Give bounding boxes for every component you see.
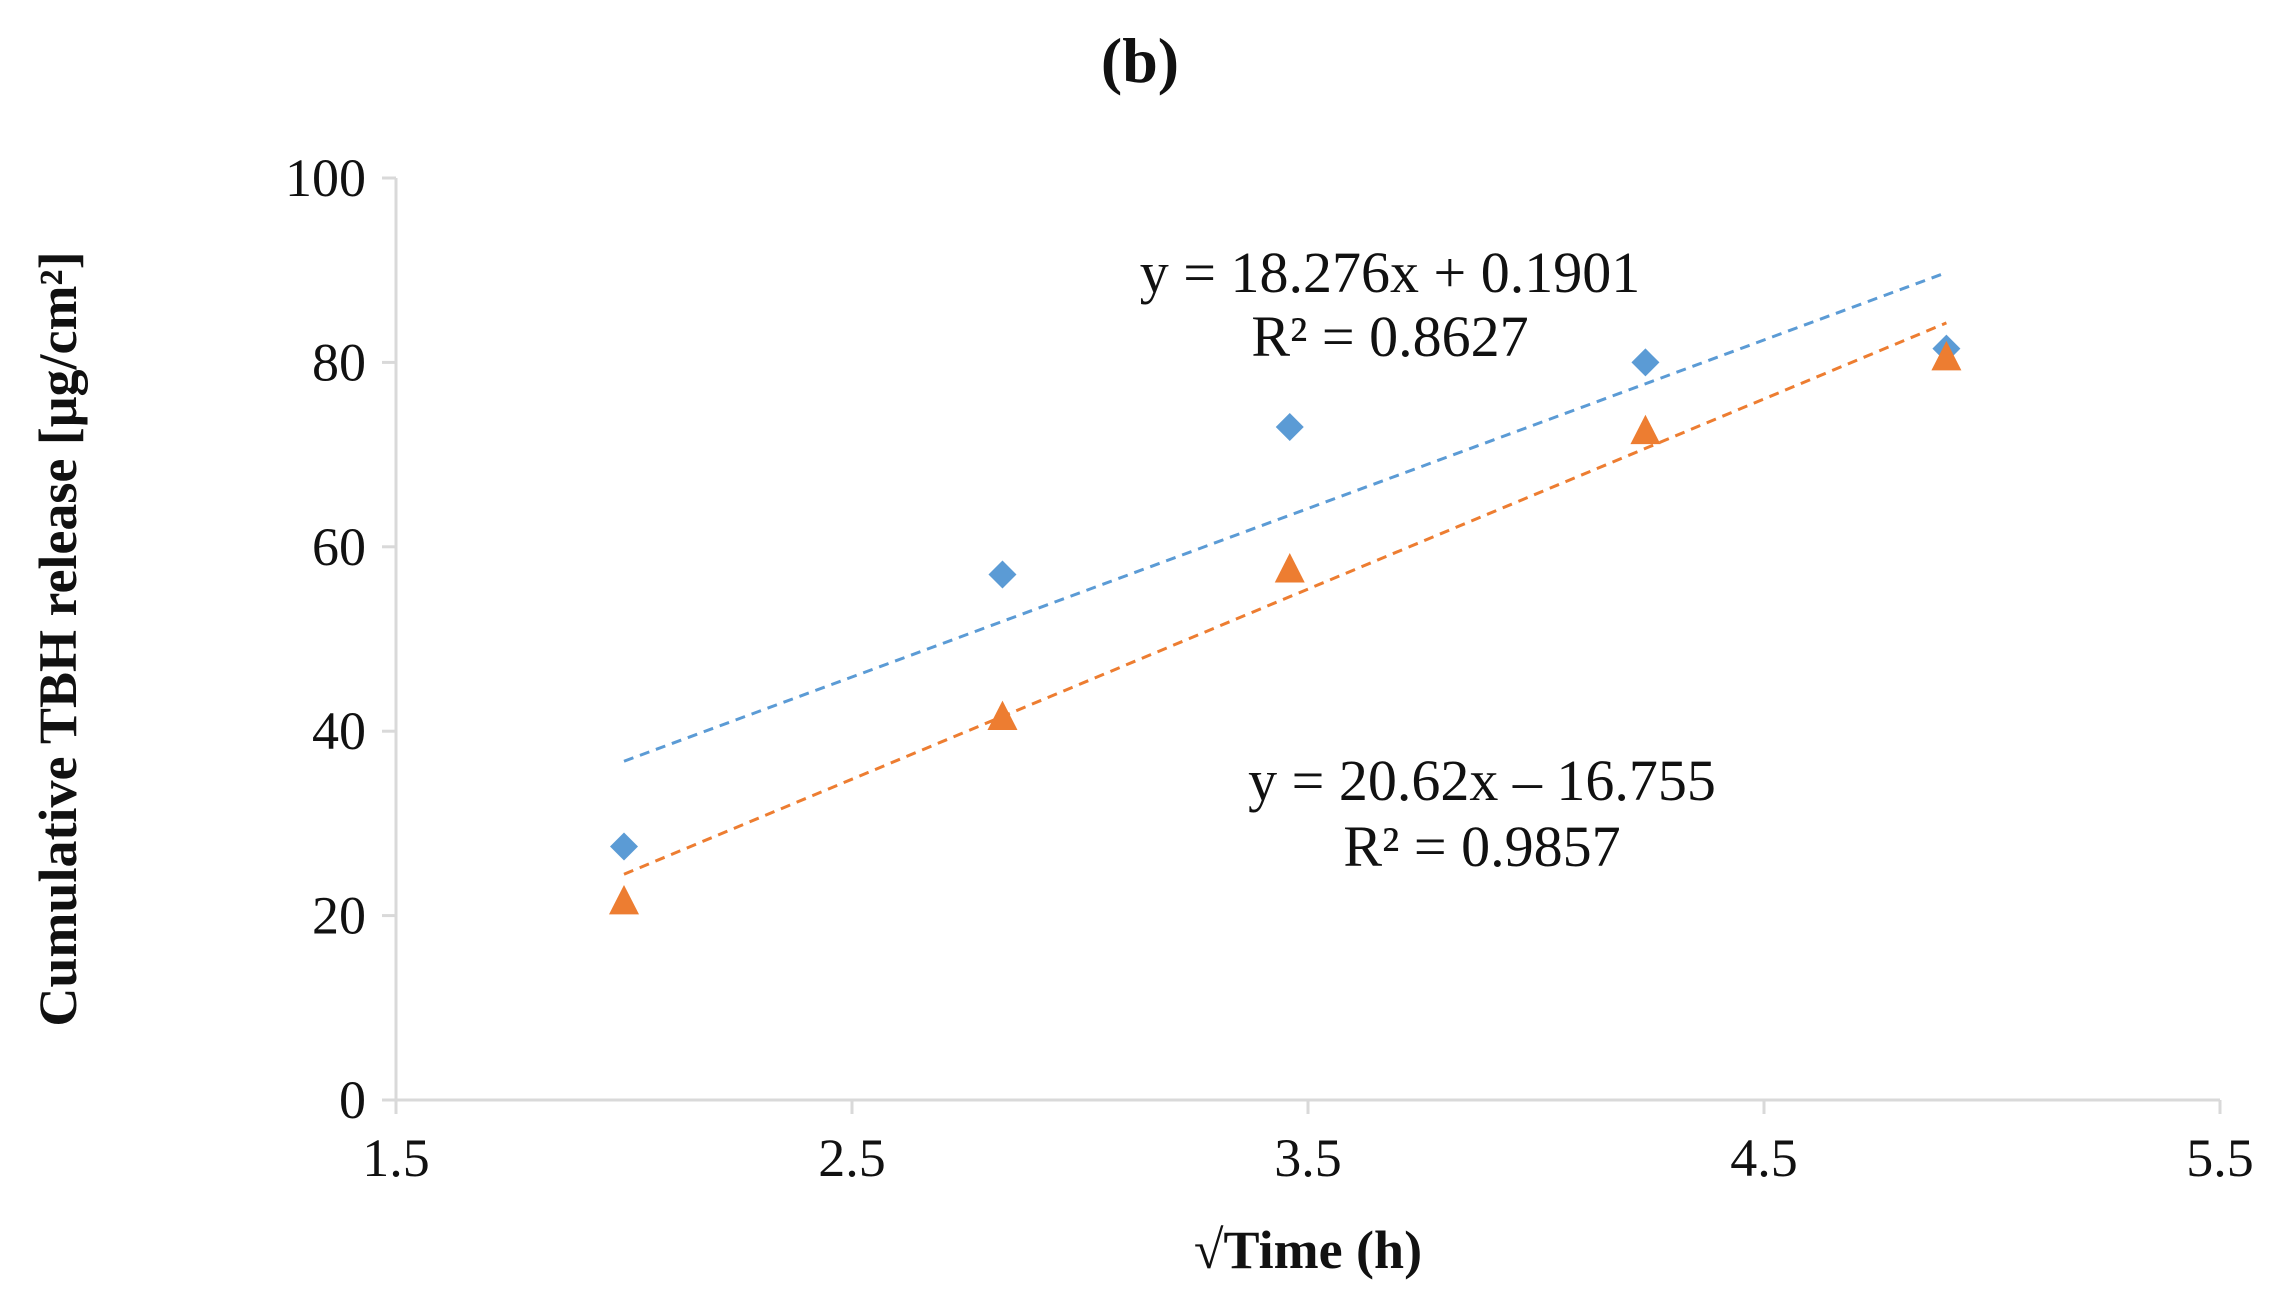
series-2-point <box>1274 553 1305 583</box>
trendlines <box>623 271 1947 876</box>
x-ticks: 1.5 2.5 3.5 4.5 5.5 <box>362 1100 2254 1188</box>
x-tick-label: 5.5 <box>2186 1128 2254 1188</box>
x-tick-label: 3.5 <box>1274 1128 1342 1188</box>
trendline-equations: y = 18.276x + 0.1901 R² = 0.8627 y = 20.… <box>1140 240 1716 879</box>
x-axis-label: √Time (h) <box>1194 1220 1422 1280</box>
series-2-equation: y = 20.62x – 16.755 <box>1248 748 1716 813</box>
x-tick-label: 4.5 <box>1730 1128 1798 1188</box>
series-2-point <box>1931 340 1962 371</box>
y-ticks: 0 20 40 60 80 100 <box>285 148 396 1130</box>
series-2-point <box>1630 414 1661 445</box>
series-2-point <box>609 884 639 915</box>
series-1-r2: R² = 0.8627 <box>1251 304 1528 369</box>
series-1-point <box>1631 348 1660 377</box>
series-2-trendline <box>623 321 1947 876</box>
series-2-r2: R² = 0.9857 <box>1343 814 1620 879</box>
y-tick-label: 40 <box>312 701 366 761</box>
y-tick-label: 80 <box>312 332 366 392</box>
x-tick-label: 1.5 <box>362 1128 430 1188</box>
series-1-point <box>988 560 1017 589</box>
series-1-trendline <box>623 271 1947 763</box>
y-axis-label: Cumulative TBH release [μg/cm²] <box>28 251 88 1026</box>
y-tick-label: 20 <box>312 886 366 946</box>
series-1-point <box>610 832 638 861</box>
series-2-point <box>987 700 1018 730</box>
chart-title: (b) <box>1101 25 1179 96</box>
series-1-point <box>1275 412 1304 441</box>
y-tick-label: 100 <box>285 148 366 208</box>
y-tick-label: 60 <box>312 517 366 577</box>
data-points <box>609 334 1962 915</box>
series-1-equation: y = 18.276x + 0.1901 <box>1140 240 1640 305</box>
y-tick-label: 0 <box>339 1070 366 1130</box>
x-tick-label: 2.5 <box>818 1128 886 1188</box>
